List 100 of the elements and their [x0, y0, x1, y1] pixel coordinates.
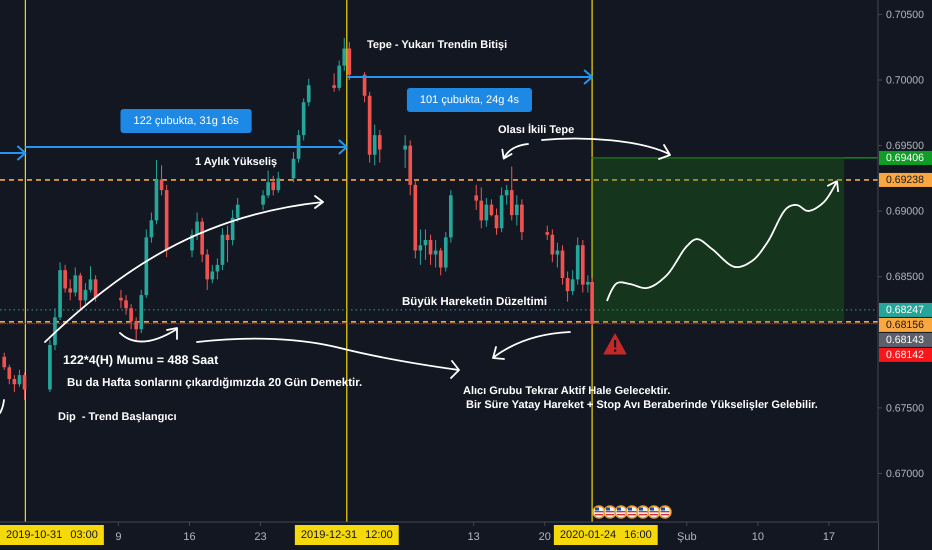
candlestick: [2, 352, 6, 370]
candlestick: [479, 188, 484, 228]
candlestick: [408, 140, 412, 196]
candlestick: [306, 78, 311, 106]
candlestick: [261, 190, 265, 210]
ref-line-label: 0.68156: [886, 318, 924, 331]
candlestick: [292, 152, 296, 182]
candlestick: [474, 184, 478, 210]
candlestick: [545, 226, 550, 240]
candlestick: [368, 92, 372, 163]
candlestick: [210, 264, 214, 284]
candlestick: [403, 135, 407, 168]
candlestick: [550, 230, 554, 262]
candlestick: [195, 212, 199, 240]
ref-line-label: 0.69238: [886, 174, 924, 186]
ref-line-label: 0.69406: [886, 152, 924, 164]
ref-line-label: 2019-10-31 03:00: [6, 529, 98, 541]
ref-line-label: 2019-12-31 12:00: [300, 529, 393, 541]
candlestick: [444, 232, 448, 272]
candlestick: [18, 370, 22, 387]
candlestick: [556, 242, 560, 268]
x-tick-label: 16: [183, 530, 196, 543]
candlestick: [302, 98, 306, 140]
candlestick: [428, 234, 432, 265]
candlestick: [570, 270, 574, 296]
candlestick: [266, 170, 270, 198]
candlestick: [514, 195, 519, 226]
candlestick: [510, 166, 514, 220]
annotation: 1 Aylık Yükseliş: [195, 156, 278, 168]
candlestick: [332, 73, 336, 92]
candlestick: [520, 199, 524, 240]
candlestick: [590, 278, 594, 326]
candlestick: [200, 218, 204, 262]
candlestick: [12, 375, 16, 392]
x-tick-label: 13: [468, 530, 480, 543]
ref-line-label: 0.68142: [886, 348, 924, 361]
annotation: 122 çubukta, 31g 16s: [133, 115, 240, 127]
candlestick: [129, 304, 133, 330]
candlestick: [500, 188, 504, 232]
y-tick-label: 0.67000: [886, 468, 924, 480]
annotation: Tepe - Yukarı Trendin Bitişi: [367, 39, 508, 51]
y-tick-label: 0.69500: [886, 140, 924, 152]
candlestick: [271, 176, 276, 196]
candlestick: [48, 340, 52, 392]
annotation: 101 çubukta, 24g 4s: [420, 94, 520, 106]
candlestick: [164, 184, 168, 258]
candlestick: [484, 198, 488, 227]
candlestick: [134, 317, 138, 340]
y-tick-label: 0.70000: [886, 74, 924, 86]
candlestick: [362, 72, 366, 102]
x-tick-label: Şub: [677, 530, 697, 543]
candlestick: [119, 290, 123, 308]
candlestick: [226, 226, 230, 262]
candlestick: [154, 160, 158, 224]
x-tick-label: 10: [752, 530, 764, 543]
y-tick-label: 0.70500: [886, 8, 924, 21]
annotation: 122*4(H) Mumu = 488 Saat: [63, 353, 220, 367]
candlestick: [63, 264, 67, 292]
annotation: Dip - Trend Başlangıcı: [58, 411, 177, 423]
candlestick: [216, 258, 220, 280]
candlestick: [413, 180, 418, 258]
candlestick: [144, 230, 148, 298]
candlestick: [576, 237, 580, 285]
candlestick: [73, 268, 78, 296]
candlestick: [124, 295, 128, 315]
candlestick: [494, 208, 498, 235]
candlestick: [580, 240, 585, 292]
ref-line-label: 0.68143: [886, 334, 924, 346]
candlestick: [236, 198, 240, 222]
candlestick: [342, 38, 346, 71]
candlestick: [586, 275, 590, 292]
candlestick: [566, 271, 570, 302]
candlestick: [348, 42, 352, 80]
candlestick: [337, 60, 342, 90]
ref-line-label: 2020-01-24 16:00: [560, 529, 652, 541]
x-tick-label: 20: [538, 530, 551, 543]
candlestick: [490, 199, 494, 216]
candlestick: [78, 272, 82, 310]
candlestick: [378, 130, 382, 163]
annotation: Büyük Hareketin Düzeltimi: [402, 296, 548, 308]
x-tick-label: 9: [115, 530, 122, 543]
candlestick: [220, 228, 224, 270]
candlestick: [434, 240, 438, 268]
candlestick: [160, 165, 164, 196]
y-tick-label: 0.67500: [886, 402, 924, 414]
x-tick-label: 17: [822, 530, 836, 543]
candlestick: [88, 266, 92, 292]
candlestick: [205, 249, 210, 290]
candlestick: [424, 230, 428, 260]
candlestick: [7, 364, 12, 384]
candlestick: [276, 172, 280, 193]
candlestick: [230, 210, 234, 246]
y-tick-label: 0.69000: [886, 206, 924, 218]
candlestick: [504, 184, 508, 205]
candlestick: [438, 248, 443, 276]
candlestick: [68, 279, 72, 300]
candlestick: [449, 190, 453, 243]
annotation: Olası İkili Tepe: [498, 123, 574, 136]
ref-line-label: 0.68247: [886, 304, 924, 316]
y-tick-label: 0.68500: [886, 271, 924, 284]
